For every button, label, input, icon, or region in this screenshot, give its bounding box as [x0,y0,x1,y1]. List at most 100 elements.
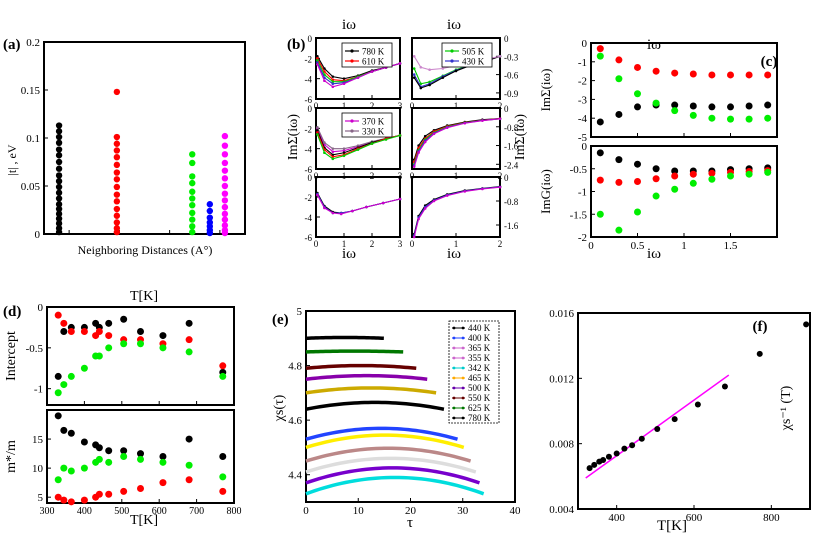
panel-b-series-line [316,194,401,215]
panel-b-series-point [445,194,449,197]
y-tick-label: 0.05 [21,181,41,193]
panel-b-series-line [413,186,501,238]
panel-a-point [55,215,63,222]
panel-b-series-point [463,190,467,193]
panel-b-series-point [412,235,416,239]
panel-b-series-line [316,62,401,88]
panel-b-series-point [331,75,335,78]
panel-a-point [221,159,229,167]
panel-c-point [745,71,753,79]
panel-b-label: (b) [287,37,305,53]
panel-c-point [745,102,753,110]
panel-e-curve [305,475,485,496]
x-tick-label: 3 [398,101,403,111]
panel-a-point [55,172,63,179]
panel-e-curve [305,446,472,463]
y-tick-label: 0 [35,229,41,241]
panel-a-point [55,183,63,191]
panel-d-point [185,476,193,484]
y-tick-label: 5 [38,492,44,504]
panel-e-curve [305,400,445,411]
panel-c-point [596,210,604,218]
panel-d-point [54,412,62,420]
panel-b-series-point [316,133,319,136]
panel-a-point [189,179,196,187]
y-tick-label: -0.5 [26,343,44,355]
panel-a-point [113,161,121,169]
panel-c-point [652,99,660,107]
y-tick-label: 4.4 [288,470,302,482]
panel-b-series-point [351,209,354,213]
panel-c-point [745,115,753,123]
panel-a-point [55,210,63,218]
y-tick-label: -5 [578,132,588,144]
panel-c-point [634,63,641,71]
panel-d-point [60,319,68,327]
panel-c-point [708,71,716,79]
y-tick-label: 0 [504,34,509,44]
panel-b-series-point [498,185,502,189]
panel-e-legend-label: 355 K [468,353,491,363]
panel-b-ylabel: ImΣ(iω) [286,114,301,160]
y-tick-label: -4 [305,75,313,85]
panel-d-point [80,438,88,446]
panel-b-series-point [412,76,416,79]
panel-e-legend-marker [452,366,456,370]
panel-a-point [221,175,229,182]
panel-e-legend-label: 465 K [468,373,491,383]
panel-b-legend-label: 330 K [362,127,385,137]
x-tick-label: 700 [189,506,204,517]
panel-c-point [596,45,604,53]
panel-d-point [185,336,193,344]
y-tick-label: -2 [305,124,313,134]
panel-a-point [221,203,229,211]
panel-d-point [80,496,88,504]
panel-b-series-point [419,82,423,86]
y-tick-label: -6 [305,165,313,175]
panel-c-point [745,170,753,178]
panel-b-legend-label: 610 K [362,57,385,67]
panel-c-point [634,177,641,185]
y-tick-label: 0 [504,173,509,183]
x-tick-label: 0 [410,239,415,249]
panel-d-point [159,458,167,466]
panel-a-point [113,191,121,198]
panel-b-series-point [339,212,343,216]
y-tick-label: -1 [578,57,587,69]
panel-b-series-line [316,134,401,160]
panel-a-point [113,88,121,96]
panel-a-point [206,207,214,215]
y-tick-label: -2 [578,76,587,88]
panel-c-ylabel: ImG(iω) [538,169,553,214]
panel-a-point [189,188,196,195]
panel-d-point [67,498,75,506]
panel-c-point [652,192,660,200]
panel-b-series-point [498,117,502,121]
panel-e-curve [305,466,481,485]
panel-d-point [105,319,113,327]
y-tick-label: -4 [578,113,588,125]
x-tick-label: 400 [77,506,92,517]
panel-d-subframe [46,306,235,406]
panel-a-point [55,201,63,208]
panel-a-point [189,151,196,158]
x-tick-label: 10 [353,505,365,517]
panel-d-point [105,490,113,498]
panel-b-series-point [498,55,502,58]
panel-b-series-point [316,61,319,64]
y-tick-label: 5 [297,306,303,318]
panel-d-point [120,453,128,460]
panel-d-point [67,372,75,380]
panel-a-point [206,229,214,237]
panel-c-point [652,67,660,75]
y-tick-label: -2 [305,193,313,203]
panel-a-point [221,210,229,218]
y-tick-label: -1 [578,187,587,199]
y-tick-label: 0 [308,173,313,183]
panel-e-curve [305,363,417,371]
panel-b-series-point [316,55,319,58]
panel-b-series-point [370,142,374,145]
x-tick-label: 1.5 [724,240,738,252]
panel-a-point [113,154,121,161]
panel-a-point [113,198,121,205]
